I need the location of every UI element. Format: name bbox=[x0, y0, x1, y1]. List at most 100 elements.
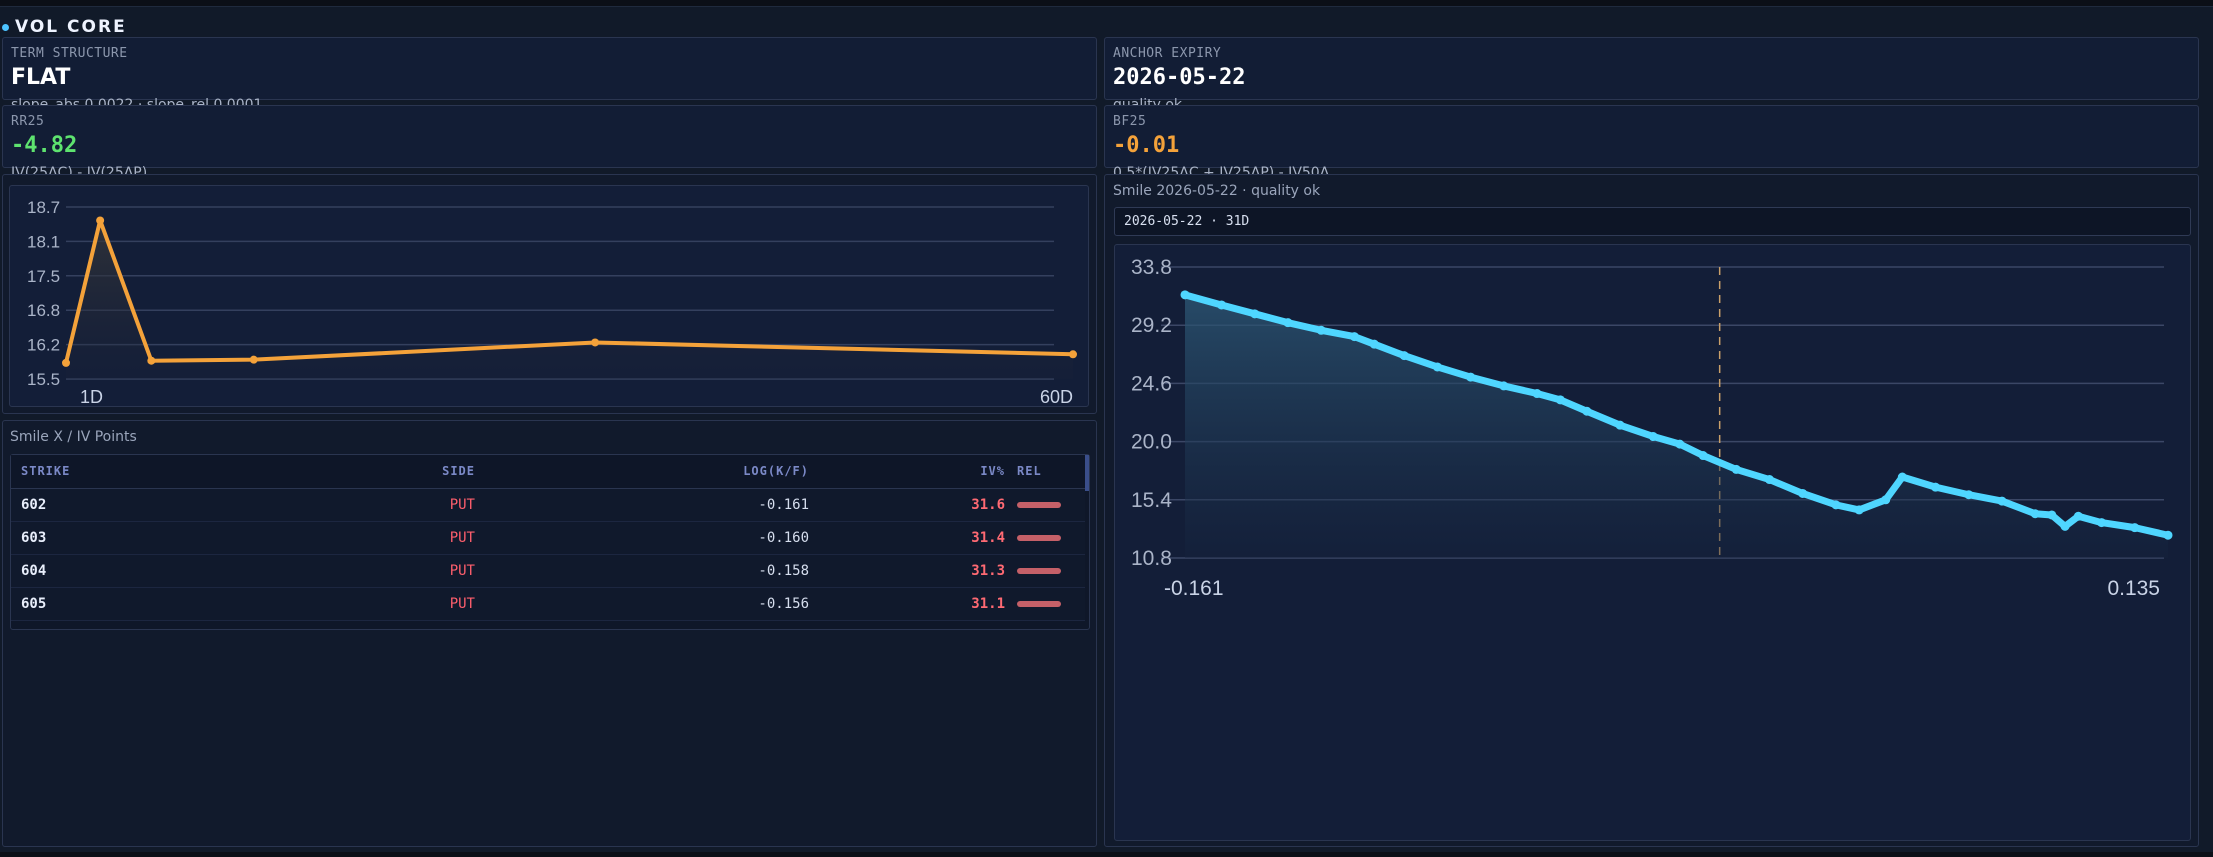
data-point bbox=[1854, 505, 1864, 515]
y-tick-label: 15.4 bbox=[1131, 489, 1172, 512]
data-point bbox=[1675, 439, 1685, 449]
area-fill bbox=[1185, 294, 2168, 558]
data-point bbox=[2047, 510, 2057, 520]
points-table-label: Smile X / IV Points bbox=[10, 429, 137, 445]
data-point bbox=[591, 338, 600, 347]
log-moneyness-cell: -0.161 bbox=[475, 488, 809, 522]
data-point bbox=[1399, 351, 1409, 361]
status-dot-icon bbox=[2, 23, 9, 31]
col-header-iv[interactable]: IV% bbox=[809, 455, 1005, 489]
panel-title: VOL CORE bbox=[15, 17, 127, 37]
data-point bbox=[1764, 475, 1774, 485]
log-moneyness-cell: -0.156 bbox=[475, 587, 809, 621]
panel-header: VOL CORE bbox=[0, 17, 127, 37]
data-point bbox=[1931, 482, 1941, 492]
data-point bbox=[1349, 332, 1359, 342]
side-cell: PUT bbox=[241, 488, 475, 522]
col-header-log[interactable]: LOG(K/F) bbox=[475, 455, 809, 489]
data-point bbox=[249, 355, 258, 364]
rel-bar bbox=[1017, 567, 1061, 574]
y-tick-label: 20.0 bbox=[1131, 431, 1172, 454]
iv-cell: 31.1 bbox=[809, 587, 1005, 621]
rel-cell bbox=[1005, 521, 1085, 555]
data-point bbox=[1698, 451, 1708, 461]
data-point bbox=[1881, 495, 1891, 505]
data-point bbox=[1964, 490, 1974, 500]
y-tick-label: 24.6 bbox=[1131, 372, 1172, 395]
smile-chart: 33.8 29.2 24.6 20.0 15.4 10.8 -0.161 0.135 bbox=[1131, 256, 2173, 600]
data-point bbox=[1997, 496, 2007, 506]
anchor-expiry-card: ANCHOR EXPIRY 2026-05-22 quality ok bbox=[1104, 37, 2199, 113]
data-point bbox=[2097, 518, 2107, 528]
rel-cell bbox=[1005, 554, 1085, 588]
y-tick-label: 18.7 bbox=[27, 198, 60, 217]
data-point bbox=[1555, 395, 1565, 405]
table-scrollbar[interactable] bbox=[1085, 455, 1089, 491]
data-point bbox=[96, 216, 105, 225]
log-moneyness-cell: -0.158 bbox=[475, 554, 809, 588]
data-point bbox=[2030, 509, 2040, 519]
y-tick-label: 33.8 bbox=[1131, 256, 1172, 279]
data-point bbox=[1283, 318, 1293, 328]
x-tick-label: 60D bbox=[1040, 387, 1073, 407]
side-cell: PUT bbox=[241, 587, 475, 621]
data-point bbox=[1731, 464, 1741, 474]
points-table-panel: Smile X / IV Points STRIKE SIDE LOG(K/F)… bbox=[2, 420, 1097, 847]
table-row[interactable]: 605 PUT -0.156 31.1 bbox=[11, 587, 1085, 621]
col-header-strike[interactable]: STRIKE bbox=[11, 455, 241, 489]
series-line bbox=[64, 218, 1074, 364]
rel-bar bbox=[1017, 501, 1061, 508]
data-point bbox=[1615, 420, 1625, 430]
rr25-value: -4.82 bbox=[11, 133, 78, 158]
data-point bbox=[147, 356, 156, 365]
bf25-value: -0.01 bbox=[1113, 133, 1180, 158]
table-row[interactable]: 602 PUT -0.161 31.6 bbox=[11, 488, 1085, 522]
bf25-label: BF25 bbox=[1113, 114, 1147, 129]
term-structure-chart: 18.7 18.1 17.5 16.8 16.2 15.5 1D 60D bbox=[27, 198, 1077, 407]
rr25-card: RR25 -4.82 IV(25ΔC) - IV(25ΔP) bbox=[2, 105, 1097, 181]
bf25-card: BF25 -0.01 0.5*(IV25ΔC + IV25ΔP) - IV50Δ bbox=[1104, 105, 2199, 181]
expiry-select[interactable]: 2026-05-22 · 31D bbox=[1114, 207, 2191, 236]
x-tick-label: 0.135 bbox=[2107, 577, 2160, 600]
rel-cell bbox=[1005, 587, 1085, 621]
y-tick-label: 10.8 bbox=[1131, 547, 1172, 570]
points-table-frame: STRIKE SIDE LOG(K/F) IV% REL 602 PUT -0.16… bbox=[10, 454, 1090, 630]
strike-cell: 603 bbox=[11, 521, 241, 555]
rel-cell bbox=[1005, 488, 1085, 522]
data-point bbox=[62, 358, 70, 367]
data-point bbox=[1369, 339, 1379, 349]
data-point bbox=[1897, 472, 1907, 482]
data-point bbox=[1250, 309, 1260, 319]
table-row[interactable]: 604 PUT -0.158 31.3 bbox=[11, 554, 1085, 588]
data-point bbox=[1831, 500, 1841, 510]
table-row[interactable]: 603 PUT -0.160 31.4 bbox=[11, 521, 1085, 555]
data-point bbox=[1432, 362, 1442, 372]
term-structure-label: TERM STRUCTURE bbox=[11, 46, 128, 61]
points-table: STRIKE SIDE LOG(K/F) IV% REL 602 PUT -0.16… bbox=[11, 455, 1085, 621]
data-point bbox=[2130, 523, 2140, 533]
rel-bar bbox=[1017, 534, 1061, 541]
y-tick-label: 16.8 bbox=[27, 301, 60, 320]
term-chart-frame: 18.7 18.1 17.5 16.8 16.2 15.5 1D 60D bbox=[9, 185, 1089, 407]
data-point bbox=[1798, 488, 1808, 498]
area-fill bbox=[66, 220, 1073, 379]
iv-cell: 31.6 bbox=[809, 488, 1005, 522]
data-point bbox=[2073, 511, 2083, 521]
vol-core-panel: VOL CORE TERM STRUCTURE FLAT slope_abs 0… bbox=[0, 6, 2213, 852]
data-point bbox=[1532, 389, 1542, 399]
term-structure-card: TERM STRUCTURE FLAT slope_abs 0.0022 · s… bbox=[2, 37, 1097, 113]
rel-bar bbox=[1017, 600, 1061, 607]
y-tick-label: 18.1 bbox=[27, 232, 60, 251]
x-tick-label: 1D bbox=[80, 387, 103, 407]
side-cell: PUT bbox=[241, 521, 475, 555]
col-header-side[interactable]: SIDE bbox=[241, 455, 475, 489]
data-point bbox=[1582, 406, 1592, 416]
smile-chart-frame: 33.8 29.2 24.6 20.0 15.4 10.8 -0.161 0.135 bbox=[1114, 244, 2191, 841]
smile-panel: Smile 2026-05-22 · quality ok 2026-05-22… bbox=[1104, 174, 2199, 847]
data-point bbox=[1069, 350, 1077, 359]
iv-cell: 31.4 bbox=[809, 521, 1005, 555]
col-header-rel[interactable]: REL bbox=[1005, 455, 1085, 489]
term-chart-panel: 18.7 18.1 17.5 16.8 16.2 15.5 1D 60D bbox=[2, 174, 1097, 414]
data-point bbox=[1217, 300, 1227, 310]
data-point bbox=[1499, 381, 1509, 391]
